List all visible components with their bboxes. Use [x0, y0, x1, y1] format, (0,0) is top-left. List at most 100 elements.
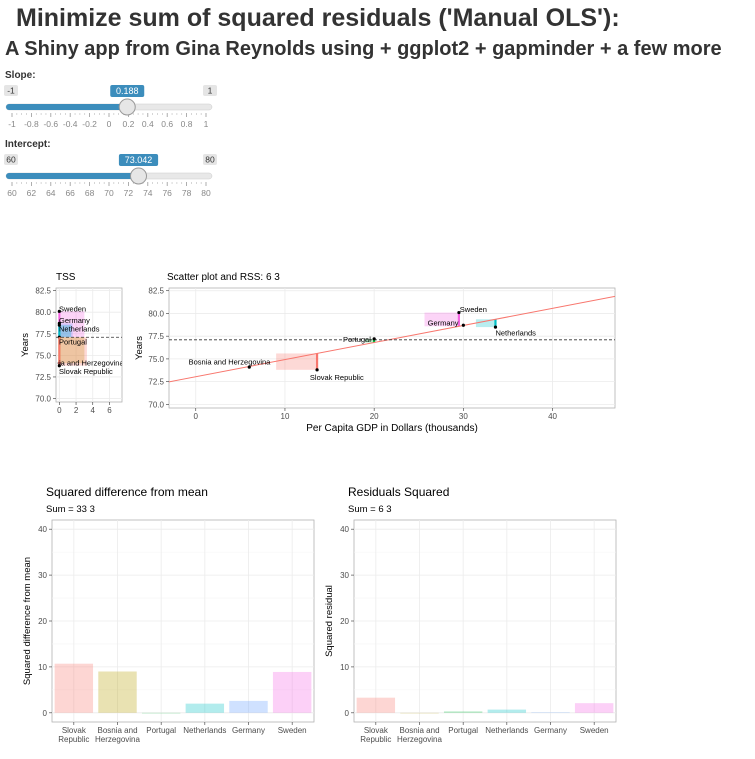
slope-handle[interactable] [118, 98, 136, 116]
resid-sq-chart-x-tick-label: Portugal [448, 726, 478, 735]
slope-tick-label: 0.2 [122, 119, 134, 129]
tss-y-axis-label: Years [20, 333, 31, 357]
tss-square [59, 323, 73, 338]
intercept-tick-label: 72 [124, 188, 134, 198]
tss-point-label: Germany [59, 316, 90, 325]
intercept-max-label: 80 [205, 155, 215, 165]
sq-diff-chart-x-tick-label: Bosnia and [97, 726, 137, 735]
intercept-min-badge [4, 154, 18, 165]
slope-slider[interactable]: -1 1 0.188 -1 -0.8 -0.6 -0.4 -0.2 0 0.2 0.4 0.6 0.8 1 [4, 85, 217, 129]
slope-tick-label: 1 [204, 119, 209, 129]
resid-sq-chart-x-tick-label: Slovak [364, 726, 389, 735]
sq-diff-chart-x-tick-label: Slovak [62, 726, 87, 735]
tss-chart: 70.0 72.5 75.0 77.5 80.0 82.5 0 2 4 6 Sweden German… [20, 272, 124, 415]
resid-sq-chart-x-tick-label: Herzegovina [397, 735, 442, 744]
resid-sq-chart-bar [531, 712, 570, 713]
tss-square [59, 311, 85, 338]
rss-point-label: Bosnia and Herzegovina [189, 358, 272, 367]
rss-residual-square [365, 338, 375, 343]
sq-diff-chart-title: Squared difference from mean [46, 485, 208, 499]
sq-diff-chart-x-tick-label: Netherlands [183, 726, 226, 735]
rss-y-tick-label: 77.5 [148, 332, 164, 341]
rss-residual-square [475, 319, 496, 328]
slope-min-label: -1 [7, 86, 15, 96]
rss-x-tick-label: 0 [194, 412, 199, 421]
rss-title: Scatter plot and RSS: 6 3 [167, 272, 280, 283]
page-subtitle: A Shiny app from Gina Reynolds using + g… [5, 38, 722, 60]
slope-slider-label: Slope: [5, 70, 36, 81]
resid-sq-chart-x-tick-label: Germany [534, 726, 567, 735]
sq-diff-chart-bar [229, 700, 268, 713]
sq-diff-chart-y-tick-label: 20 [38, 617, 47, 626]
slope-tick-label: -1 [8, 119, 16, 129]
tss-square [59, 337, 87, 366]
sq-diff-chart-y-axis-label: Squared difference from mean [22, 557, 33, 685]
rss-point [461, 323, 465, 327]
tss-point-label: Sweden [59, 305, 86, 314]
tss-x-tick-label: 0 [57, 406, 62, 415]
sq-diff-chart-y-tick-label: 40 [38, 525, 47, 534]
sq-diff-chart-y-tick-label: 30 [38, 571, 47, 580]
intercept-tick-label: 62 [27, 188, 37, 198]
sq-diff-chart-x-tick-label: Sweden [278, 726, 307, 735]
sq-diff-chart-bar [98, 671, 137, 713]
intercept-tick-label: 60 [7, 188, 17, 198]
intercept-slider[interactable]: 60 80 73.042 60 62 64 66 68 70 72 74 76 78 80 [4, 154, 217, 198]
slope-value-badge [110, 85, 145, 97]
slope-max-label: 1 [208, 86, 213, 96]
rss-y-axis-label: Years [134, 336, 145, 360]
resid-sq-chart-x-tick-label: Netherlands [485, 726, 528, 735]
resid-sq-chart-title: Residuals Squared [348, 485, 449, 499]
resid-sq-chart-y-tick-label: 20 [340, 617, 349, 626]
sq-diff-chart-subtitle: Sum = 33 3 [46, 504, 95, 515]
intercept-max-badge [203, 154, 217, 165]
sq-diff-chart-x-tick-label: Germany [232, 726, 265, 735]
page-title: Minimize sum of squared residuals ('Manu… [16, 4, 620, 32]
resid-sq-chart-bar [443, 711, 483, 713]
tss-point-label: Slovak Republic [59, 367, 113, 376]
sq-diff-chart-bar [54, 663, 94, 713]
intercept-tick-label: 64 [46, 188, 56, 198]
rss-point-label: Slovak Republic [310, 373, 364, 382]
slope-tick-label: -0.4 [63, 119, 78, 129]
rss-chart-frame [168, 287, 616, 409]
tss-x-tick-label: 2 [74, 406, 79, 415]
slope-tick-label: 0.6 [161, 119, 173, 129]
intercept-tick-label: 78 [182, 188, 192, 198]
rss-fit-line [169, 295, 615, 383]
intercept-track-fill[interactable] [6, 173, 139, 179]
sq-diff-chart-bar [272, 671, 312, 713]
intercept-tick-label: 80 [201, 188, 211, 198]
intercept-min-label: 60 [6, 155, 16, 165]
rss-y-tick-label: 72.5 [148, 378, 164, 387]
rss-x-tick-label: 20 [370, 412, 379, 421]
rss-x-tick-label: 10 [281, 412, 290, 421]
sq-diff-chart-x-tick-label: Republic [58, 735, 89, 744]
resid-sq-chart-y-tick-label: 40 [340, 525, 349, 534]
tss-point [57, 364, 61, 368]
rss-y-tick-label: 80.0 [148, 309, 164, 318]
slope-tick-label: 0 [107, 119, 112, 129]
tss-y-tick-label: 72.5 [35, 373, 51, 382]
sq-diff-chart-y-tick-label: 10 [38, 663, 47, 672]
rss-point-label: Sweden [460, 305, 487, 314]
tss-y-tick-label: 70.0 [35, 395, 51, 404]
slope-track-fill[interactable] [6, 104, 128, 110]
tss-y-tick-label: 80.0 [35, 308, 51, 317]
resid-sq-chart-x-tick-label: Republic [360, 735, 391, 744]
intercept-value-badge [118, 154, 159, 166]
tss-x-tick-label: 4 [91, 406, 96, 415]
sq-diff-chart-y-tick-label: 0 [43, 709, 48, 718]
rss-residual-square [424, 312, 459, 327]
resid-sq-chart-x-tick-label: Bosnia and [399, 726, 439, 735]
rss-residual-square [276, 353, 318, 370]
rss-point [493, 325, 498, 329]
resid-sq-chart-bar [400, 712, 439, 714]
tss-point-label: ia and Herzegovina [59, 358, 124, 367]
tss-x-tick-label: 6 [107, 406, 112, 415]
intercept-handle[interactable] [130, 167, 148, 185]
resid-sq-chart-bar [574, 703, 614, 713]
